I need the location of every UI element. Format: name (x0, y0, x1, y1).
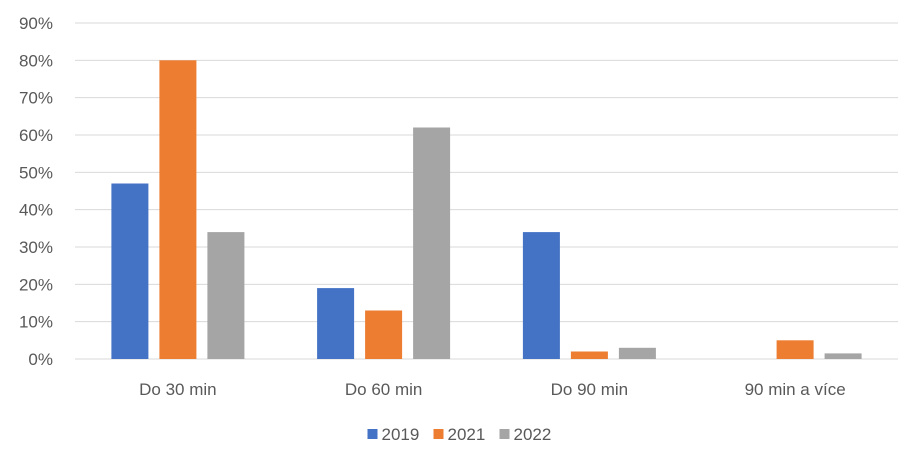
bar-2022-2 (618, 347, 656, 359)
legend-label: 2021 (448, 425, 486, 444)
y-tick-label: 60% (19, 126, 53, 145)
legend-swatch-2022 (499, 429, 510, 439)
legend-label: 2019 (382, 425, 420, 444)
y-tick-label: 80% (19, 51, 53, 70)
x-category-label: 90 min a více (745, 380, 846, 399)
y-tick-label: 30% (19, 238, 53, 257)
y-tick-label: 50% (19, 163, 53, 182)
bar-2021-0 (159, 60, 197, 360)
x-category-label: Do 60 min (345, 380, 422, 399)
x-category-label: Do 90 min (551, 380, 628, 399)
y-tick-label: 10% (19, 313, 53, 332)
y-tick-label: 40% (19, 201, 53, 220)
bar-2019-1 (317, 288, 355, 359)
bar-2019-2 (522, 232, 560, 359)
bar-2022-0 (207, 232, 245, 359)
bar-2021-1 (365, 310, 403, 359)
x-category-label: Do 30 min (139, 380, 216, 399)
y-tick-label: 70% (19, 89, 53, 108)
bar-2021-3 (776, 340, 814, 359)
legend-swatch-2021 (433, 429, 444, 439)
y-axis-ticks: 0% 10% 20% 30% 40% 50% 60% 70% 80% 90% (19, 14, 53, 369)
bar-2021-2 (570, 351, 608, 359)
x-axis-labels: Do 30 min Do 60 min Do 90 min 90 min a více (139, 380, 846, 399)
y-tick-label: 0% (28, 350, 53, 369)
bar-2019-0 (111, 183, 149, 359)
y-tick-label: 20% (19, 275, 53, 294)
legend: 2019 2021 2022 (367, 425, 552, 444)
gridlines (75, 22, 898, 360)
y-tick-label: 90% (19, 14, 53, 33)
bar-2022-1 (413, 127, 451, 359)
legend-swatch-2019 (367, 429, 378, 439)
legend-label: 2022 (514, 425, 552, 444)
bars (111, 60, 862, 360)
bar-2022-3 (824, 353, 862, 359)
